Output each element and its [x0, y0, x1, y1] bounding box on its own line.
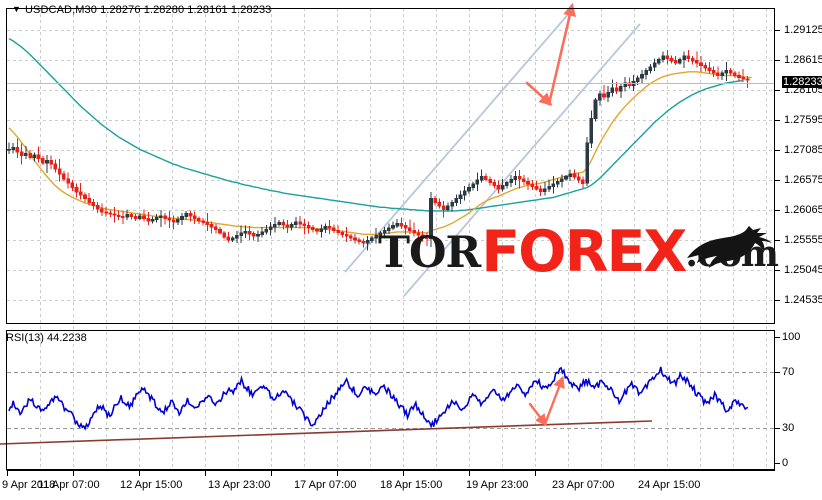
time-axis-label-7: 23 Apr 07:00 — [552, 479, 615, 491]
price-y-label-1: 1.28615 — [784, 54, 822, 66]
ma-slow-line — [8, 37, 744, 212]
watermark-tor: TOR — [378, 228, 481, 278]
bull-icon — [687, 226, 772, 268]
price-y-label-7: 1.25555 — [784, 234, 822, 246]
time-axis-label-8: 24 Apr 15:00 — [638, 479, 701, 491]
time-axis — [6, 469, 775, 476]
chevron-down-icon[interactable]: ▼ — [12, 4, 22, 14]
price-y-label-0: 1.29125 — [784, 24, 822, 36]
watermark-forex: FOREX — [481, 219, 687, 285]
rsi-y-label-1: 70 — [782, 366, 795, 378]
time-axis-label-6: 19 Apr 23:00 — [466, 479, 529, 491]
chart-symbol-label: USDCAD,M30 1.28276 1.28280 1.28161 1.282… — [25, 4, 272, 16]
time-axis-label-5: 18 Apr 15:00 — [380, 479, 443, 491]
price-channel — [344, 8, 641, 297]
time-axis-label-1: 11 Apr 07:00 — [38, 479, 100, 491]
price-y-label-6: 1.26065 — [784, 204, 822, 216]
price-y-label-8: 1.25045 — [784, 264, 822, 276]
time-axis-label-3: 13 Apr 23:00 — [208, 479, 271, 491]
rsi-support-trendline — [0, 420, 653, 445]
rsi-y-label-3: 0 — [782, 457, 789, 469]
rsi-indicator-label: RSI(13) 44.2238 — [6, 332, 87, 344]
candlestick-series — [7, 50, 750, 251]
lower-channel-line — [403, 23, 641, 297]
rsi-panel-frame — [5, 329, 776, 471]
forecast-up-arrow — [547, 2, 577, 106]
panel-frames — [5, 7, 776, 471]
vertical-gridlines — [40, 8, 767, 470]
rsi-forecast-arrows — [528, 375, 565, 427]
current-price-tag: 1.28233 — [782, 76, 822, 88]
price-forecast-arrows — [525, 2, 577, 106]
time-axis-label-2: 12 Apr 15:00 — [120, 479, 183, 491]
rsi-forecast-up-arrow — [543, 375, 565, 426]
rsi-level-lines — [7, 372, 775, 429]
rsi-y-label-2: 30 — [782, 422, 795, 434]
price-axis-ticks — [775, 30, 780, 464]
forecast-down-arrow — [525, 81, 553, 106]
rsi-forecast-down-arrow — [528, 402, 548, 427]
upper-channel-line — [344, 8, 575, 273]
time-axis-label-0: 9 Apr 2018 — [2, 479, 56, 491]
price-y-label-3: 1.27595 — [784, 114, 822, 126]
price-y-label-9: 1.24535 — [784, 294, 822, 306]
price-horizontal-gridlines — [7, 30, 775, 301]
price-y-label-5: 1.26575 — [784, 174, 822, 186]
ma-fast-line — [8, 71, 752, 235]
chart-symbol-header[interactable]: ▼ USDCAD,M30 1.28276 1.28280 1.28161 1.28… — [12, 4, 271, 16]
time-axis-label-4: 17 Apr 07:00 — [294, 479, 357, 491]
price-panel-frame — [5, 7, 776, 325]
rsi-line — [8, 366, 749, 431]
price-y-label-4: 1.27085 — [784, 144, 822, 156]
rsi-y-label-0: 100 — [782, 331, 801, 343]
